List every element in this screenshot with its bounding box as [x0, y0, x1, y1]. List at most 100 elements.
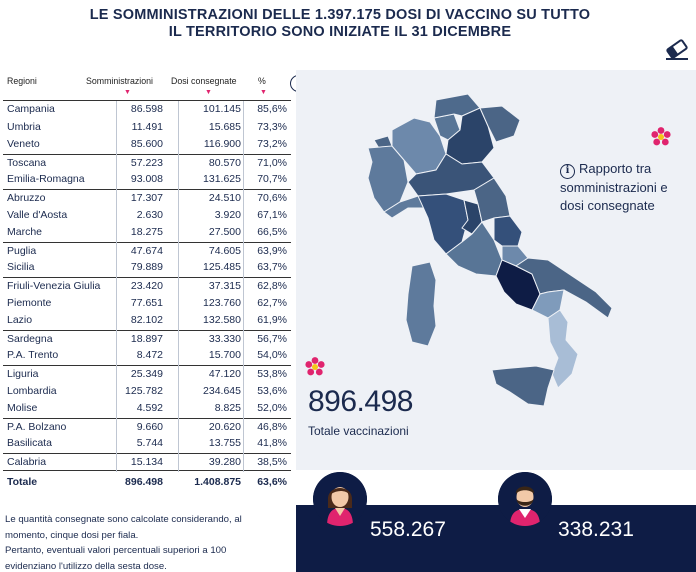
- cell-pct: 46,8%: [257, 420, 287, 433]
- cell-delivered: 24.510: [208, 191, 241, 204]
- cell-delivered: 74.605: [208, 244, 241, 257]
- cell-delivered: 116.900: [203, 138, 241, 151]
- table-row: Piemonte 77.651 123.760 62,7%: [3, 295, 291, 313]
- cell-region: Lombardia: [7, 384, 57, 397]
- table-row: Valle d'Aosta 2.630 3.920 67,1%: [3, 207, 291, 225]
- cell-pct: 73,2%: [257, 138, 287, 151]
- region-sardegna: [405, 261, 437, 347]
- header-pct[interactable]: %: [258, 76, 266, 86]
- table-total-row: Totale 896.498 1.408.875 63,6%: [3, 470, 291, 492]
- total-administered: 896.498: [125, 476, 163, 489]
- footnote: Le quantità consegnate sono calcolate co…: [5, 512, 285, 572]
- cell-region: Emilia-Romagna: [7, 173, 85, 186]
- cell-region: Umbria: [7, 120, 41, 133]
- table-row: Sardegna 18.897 33.330 56,7%: [3, 329, 291, 348]
- cell-administered: 9.660: [136, 420, 163, 433]
- table-row: Molise 4.592 8.825 52,0%: [3, 400, 291, 418]
- cell-region: Abruzzo: [7, 191, 46, 204]
- cell-pct: 70,7%: [257, 173, 287, 186]
- table-row: P.A. Trento 8.472 15.700 54,0%: [3, 347, 291, 365]
- cell-delivered: 47.120: [208, 367, 241, 380]
- table-row: Marche 18.275 27.500 66,5%: [3, 224, 291, 242]
- table-row: Campania 86.598 101.145 85,6%: [3, 101, 291, 119]
- cell-delivered: 15.685: [208, 120, 241, 133]
- cell-administered: 8.472: [136, 349, 163, 362]
- column-divider: [116, 101, 117, 472]
- male-avatar-icon: [498, 472, 552, 526]
- cell-pct: 71,0%: [257, 156, 287, 169]
- total-vaccinations-value: 896.498: [308, 385, 413, 418]
- cell-pct: 53,8%: [257, 367, 287, 380]
- cell-region: Toscana: [7, 156, 47, 169]
- cell-pct: 53,6%: [257, 384, 287, 397]
- header-region[interactable]: Regioni: [7, 76, 37, 86]
- cell-delivered: 15.700: [208, 349, 241, 362]
- title-line-2: IL TERRITORIO SONO INIZIATE IL 31 DICEMB…: [168, 24, 512, 40]
- cell-region: Calabria: [7, 455, 47, 468]
- cell-region: Valle d'Aosta: [7, 208, 68, 221]
- header-delivered[interactable]: Dosi consegnate: [171, 76, 237, 86]
- cell-administered: 79.889: [130, 261, 163, 274]
- italy-map-panel: [296, 70, 696, 470]
- table-row: Calabria 15.134 39.280 38,5%: [3, 452, 291, 471]
- total-pct: 63,6%: [257, 476, 287, 489]
- sort-pct-icon[interactable]: ▼: [260, 89, 267, 96]
- cell-pct: 52,0%: [257, 402, 287, 415]
- cell-pct: 41,8%: [257, 437, 287, 450]
- header-administered[interactable]: Somministrazioni: [86, 76, 153, 86]
- cell-region: Veneto: [7, 138, 40, 151]
- cell-region: Molise: [7, 402, 38, 415]
- cell-pct: 67,1%: [257, 208, 287, 221]
- cell-pct: 85,6%: [257, 103, 287, 115]
- cell-administered: 86.598: [130, 103, 163, 115]
- cell-delivered: 234.645: [203, 384, 241, 397]
- male-vaccinations-count: 338.231: [558, 518, 634, 541]
- cell-region: Basilicata: [7, 437, 52, 450]
- table-row: Lazio 82.102 132.580 61,9%: [3, 312, 291, 330]
- cell-administered: 17.307: [130, 191, 163, 204]
- cell-delivered: 33.330: [208, 332, 241, 345]
- cell-administered: 4.592: [136, 402, 163, 415]
- sort-administered-icon[interactable]: ▼: [124, 89, 131, 96]
- cell-region: Sicilia: [7, 261, 35, 274]
- cell-pct: 54,0%: [257, 349, 287, 362]
- cell-administered: 11.491: [131, 120, 163, 133]
- footnote-line: momento, cinque dosi per fiala.: [5, 529, 139, 541]
- table-row: Basilicata 5.744 13.755 41,8%: [3, 435, 291, 453]
- info-icon[interactable]: i: [560, 164, 575, 179]
- cell-delivered: 132.580: [203, 314, 241, 327]
- cell-region: Campania: [7, 103, 55, 115]
- sort-delivered-icon[interactable]: ▼: [205, 89, 212, 96]
- cell-pct: 73,3%: [257, 120, 287, 133]
- cell-pct: 63,7%: [257, 261, 287, 274]
- total-vaccinations-label: Totale vaccinazioni: [308, 424, 409, 438]
- footnote-line: Le quantità consegnate sono calcolate co…: [5, 514, 242, 525]
- cell-delivered: 3.920: [214, 208, 241, 221]
- female-vaccinations-count: 558.267: [370, 518, 446, 541]
- cell-delivered: 123.760: [203, 296, 241, 309]
- column-divider: [243, 101, 244, 472]
- flower-icon: [305, 357, 325, 376]
- eraser-icon[interactable]: [664, 38, 690, 60]
- flower-icon: [651, 127, 671, 146]
- cell-region: P.A. Bolzano: [7, 420, 67, 433]
- cell-administered: 18.897: [130, 332, 163, 345]
- total-region: Totale: [7, 476, 38, 489]
- cell-administered: 47.674: [130, 244, 163, 257]
- table-row: P.A. Bolzano 9.660 20.620 46,8%: [3, 417, 291, 436]
- cell-pct: 62,7%: [257, 296, 287, 309]
- cell-administered: 77.651: [130, 296, 163, 309]
- table-row: Liguria 25.349 47.120 53,8%: [3, 364, 291, 383]
- cell-delivered: 37.315: [208, 279, 241, 292]
- table-row: Abruzzo 17.307 24.510 70,6%: [3, 188, 291, 207]
- table-row: Friuli-Venezia Giulia 23.420 37.315 62,8%: [3, 276, 291, 295]
- italy-map: [367, 93, 613, 407]
- footnote-line: Pertanto, eventuali valori percentuali s…: [5, 545, 227, 556]
- cell-region: Friuli-Venezia Giulia: [7, 279, 101, 292]
- cell-delivered: 27.500: [208, 226, 241, 239]
- map-legend: i Rapporto tra somministrazioni e dosi co…: [560, 160, 684, 215]
- cell-region: Liguria: [7, 367, 39, 380]
- region-lazio: [445, 221, 503, 277]
- cell-region: Sardegna: [7, 332, 53, 345]
- cell-administered: 2.630: [136, 208, 163, 221]
